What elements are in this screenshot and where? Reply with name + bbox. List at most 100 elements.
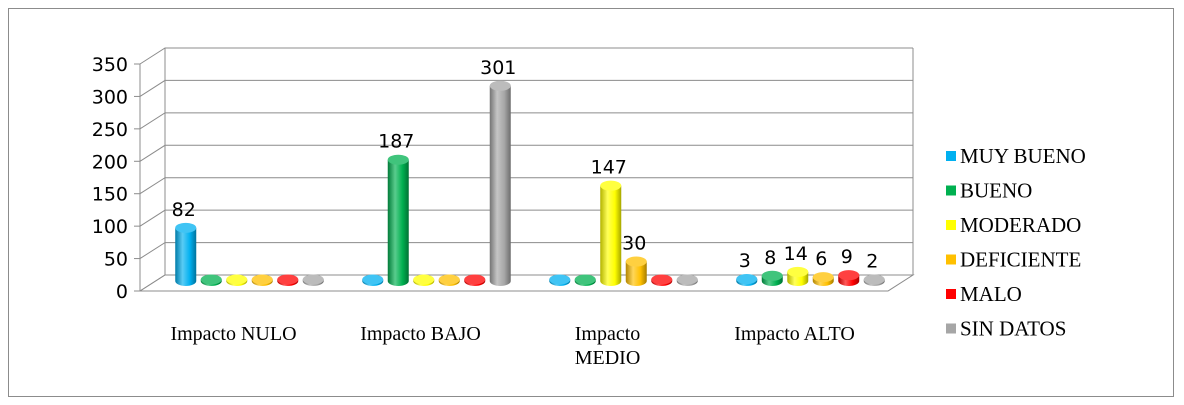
legend-item: BUENO bbox=[946, 179, 1032, 203]
gridline bbox=[140, 48, 913, 64]
gridline bbox=[140, 80, 913, 96]
bar bbox=[388, 155, 409, 286]
category-label: MEDIO bbox=[575, 347, 641, 369]
y-tick-label: 150 bbox=[92, 184, 128, 206]
data-label: 14 bbox=[784, 243, 808, 265]
y-tick-label: 100 bbox=[92, 216, 128, 238]
bar bbox=[439, 275, 460, 287]
bar-top bbox=[252, 275, 273, 285]
legend-label: MUY BUENO bbox=[960, 144, 1086, 168]
legend-label: SIN DATOS bbox=[960, 317, 1066, 341]
gridline bbox=[140, 210, 913, 226]
category-label: Impacto bbox=[575, 323, 641, 345]
bar bbox=[413, 275, 434, 287]
bar-top bbox=[838, 270, 859, 280]
legend-label: MALO bbox=[960, 282, 1022, 306]
bar-top bbox=[413, 275, 434, 285]
y-tick-label: 50 bbox=[104, 249, 128, 271]
gridline bbox=[140, 178, 913, 194]
legend-label: BUENO bbox=[960, 179, 1032, 203]
bar-top bbox=[303, 275, 324, 285]
legend-swatch bbox=[946, 255, 956, 265]
bar-top bbox=[651, 275, 672, 285]
legend-swatch bbox=[946, 289, 956, 299]
legend-swatch bbox=[946, 151, 956, 161]
bar-top bbox=[813, 272, 834, 282]
bar-top bbox=[490, 81, 511, 91]
bar-body bbox=[600, 186, 621, 286]
data-label: 301 bbox=[480, 57, 516, 79]
legend: MUY BUENO BUENO MODERADO DEFICIENTE MALO SIN … bbox=[946, 144, 1086, 341]
bar bbox=[864, 275, 885, 287]
bar bbox=[736, 274, 757, 286]
bar bbox=[762, 271, 783, 286]
bar bbox=[303, 275, 324, 287]
y-tick-label: 0 bbox=[116, 281, 128, 303]
bar-top bbox=[201, 275, 222, 285]
bar-top bbox=[575, 275, 596, 285]
bar bbox=[490, 81, 511, 286]
bar bbox=[201, 275, 222, 287]
bar-top bbox=[226, 275, 247, 285]
bar bbox=[175, 223, 196, 286]
bar-top bbox=[277, 275, 298, 285]
bar bbox=[813, 272, 834, 286]
legend-item: MALO bbox=[946, 282, 1022, 306]
legend-swatch bbox=[946, 220, 956, 230]
data-label: 82 bbox=[172, 199, 196, 221]
category-label: Impacto BAJO bbox=[360, 323, 481, 345]
bar-top bbox=[677, 275, 698, 285]
legend-swatch bbox=[946, 186, 956, 196]
bar bbox=[575, 275, 596, 287]
category-label: Impacto NULO bbox=[170, 323, 296, 345]
bar-top bbox=[175, 223, 196, 233]
bar-top bbox=[439, 275, 460, 285]
gridline bbox=[140, 145, 913, 161]
bar-body bbox=[490, 86, 511, 286]
bar-top bbox=[464, 275, 485, 285]
bar bbox=[277, 275, 298, 287]
bar bbox=[252, 275, 273, 287]
bar-top bbox=[388, 155, 409, 165]
bar-body bbox=[175, 228, 196, 286]
bar-top bbox=[736, 274, 757, 284]
legend-item: DEFICIENTE bbox=[946, 248, 1081, 272]
bar bbox=[226, 275, 247, 287]
bar bbox=[549, 275, 570, 287]
data-label: 2 bbox=[866, 251, 878, 273]
bar-top bbox=[549, 275, 570, 285]
legend-item: MUY BUENO bbox=[946, 144, 1086, 168]
data-labels: 82 187 301 147 30 3 8 14 6 9 2 bbox=[172, 57, 879, 273]
legend-item: SIN DATOS bbox=[946, 317, 1066, 341]
bar-top bbox=[362, 275, 383, 285]
bar bbox=[651, 275, 672, 287]
bar bbox=[677, 275, 698, 287]
gridline bbox=[140, 113, 913, 129]
data-label: 147 bbox=[591, 157, 627, 179]
bar-top bbox=[600, 181, 621, 191]
y-tick-label: 300 bbox=[92, 86, 128, 108]
data-label: 9 bbox=[841, 246, 853, 268]
bar bbox=[787, 267, 808, 286]
bar bbox=[626, 257, 647, 286]
legend-label: DEFICIENTE bbox=[960, 248, 1081, 272]
data-label: 6 bbox=[815, 248, 827, 270]
bar-top bbox=[787, 267, 808, 277]
data-label: 30 bbox=[622, 233, 646, 255]
data-label: 3 bbox=[739, 250, 751, 272]
bar-top bbox=[864, 275, 885, 285]
bar-top bbox=[762, 271, 783, 281]
bar bbox=[362, 275, 383, 287]
data-label: 8 bbox=[764, 247, 776, 269]
bar bbox=[600, 181, 621, 286]
y-axis-ticks: 0 50 100 150 200 250 300 350 bbox=[92, 54, 128, 303]
bars bbox=[175, 81, 885, 286]
bar-body bbox=[388, 160, 409, 286]
bar bbox=[838, 270, 859, 286]
y-tick-label: 200 bbox=[92, 151, 128, 173]
legend-label: MODERADO bbox=[960, 213, 1081, 237]
y-tick-label: 250 bbox=[92, 119, 128, 141]
legend-item: MODERADO bbox=[946, 213, 1081, 237]
